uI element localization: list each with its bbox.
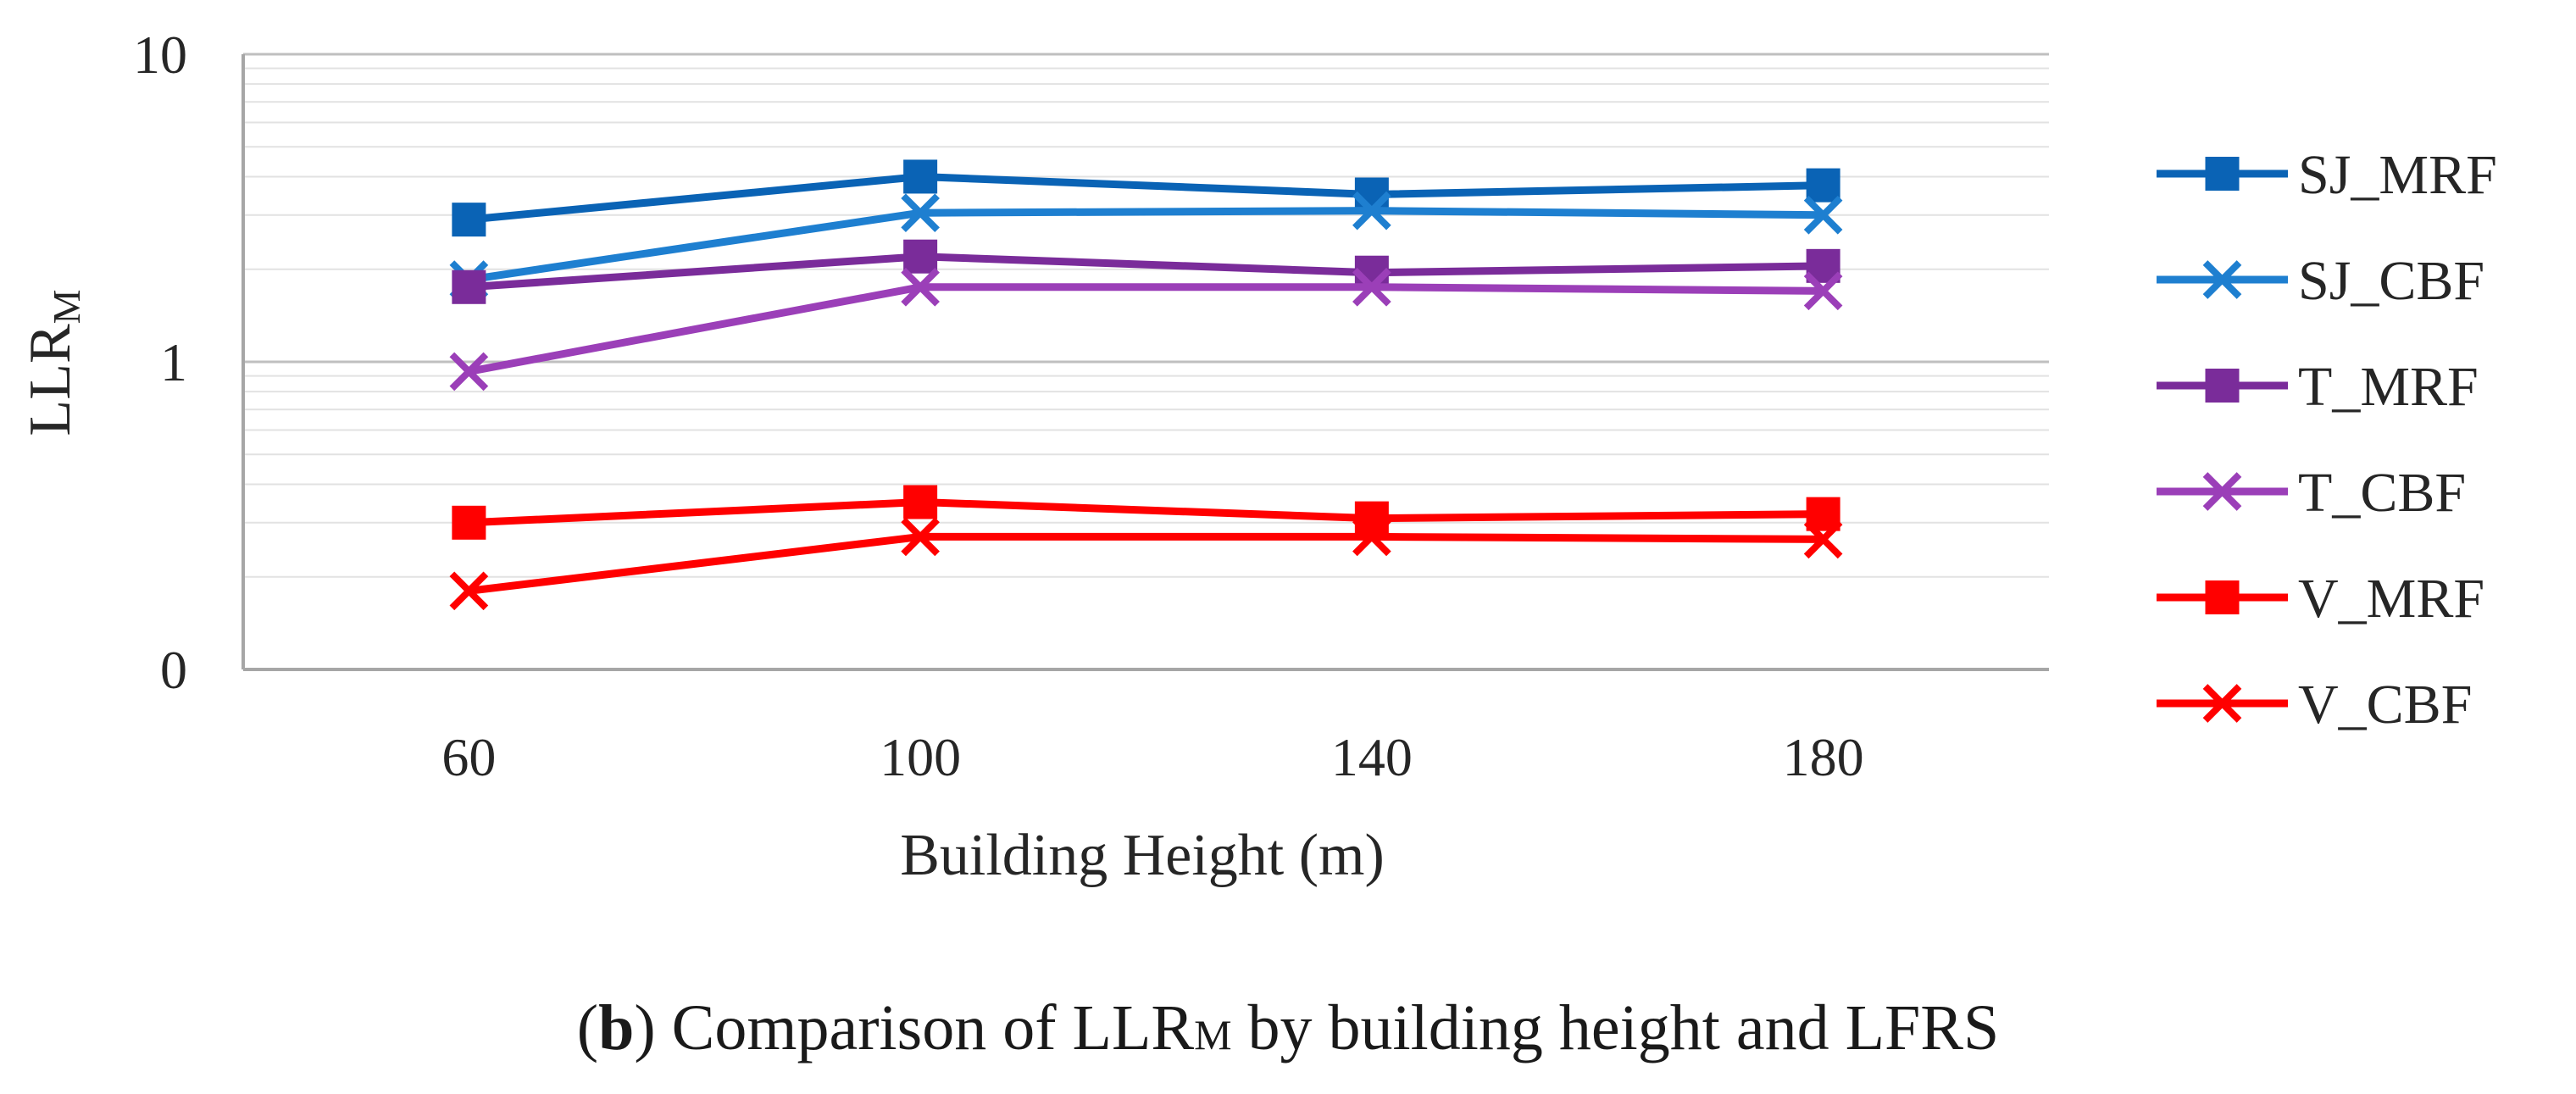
y-tick-label: 1 — [160, 332, 187, 392]
y-axis-title: LLRM — [18, 289, 88, 436]
data-point-v-cbf-stroke — [901, 517, 940, 557]
data-point-v-cbf-stroke — [1803, 519, 1843, 559]
data-point-sj-mrf — [1354, 177, 1389, 212]
data-point-v-cbf — [449, 571, 489, 611]
data-point-v-cbf — [901, 517, 940, 557]
legend-marker-v-cbf-stroke — [2202, 684, 2242, 723]
data-point-v-mrf — [903, 485, 938, 519]
data-point-t-mrf — [903, 239, 938, 274]
x-tick-labels: 60 100 140 180 — [441, 727, 1863, 787]
x-tick-label: 60 — [441, 727, 496, 787]
data-point-v-cbf-stroke — [1352, 517, 1391, 557]
data-point-sj-mrf — [1806, 168, 1840, 203]
data-point-v-mrf — [452, 505, 486, 540]
gridlines — [243, 53, 2049, 578]
caption-open-paren: ( — [577, 992, 598, 1063]
caption-text-after: by building height and LFRS — [1232, 992, 2000, 1063]
x-tick-label: 140 — [1331, 727, 1413, 787]
data-point-sj-cbf-stroke — [1352, 191, 1391, 230]
legend-item-sj-cbf: SJ_CBF — [2157, 250, 2484, 312]
series-layer — [449, 159, 1843, 611]
data-point-t-cbf — [1352, 267, 1391, 307]
legend-label: T_CBF — [2298, 462, 2466, 524]
series-t-cbf — [449, 267, 1843, 392]
caption-text-before: ) Comparison of LLR — [634, 992, 1194, 1063]
series-line-v-mrf — [469, 498, 1824, 527]
legend-label: V_CBF — [2298, 674, 2472, 736]
series-line-sj-mrf — [468, 172, 1824, 224]
legend-label: V_MRF — [2298, 568, 2484, 630]
data-point-t-cbf-stroke — [1803, 271, 1843, 311]
data-point-sj-cbf-stroke — [1803, 195, 1843, 235]
legend-marker-t-cbf — [2202, 472, 2242, 511]
x-tick-label: 180 — [1783, 727, 1864, 787]
y-axis-title-sub: M — [45, 289, 88, 324]
series-sj-mrf — [452, 159, 1840, 237]
data-point-sj-mrf — [452, 203, 486, 237]
data-point-sj-cbf — [901, 193, 940, 233]
legend-marker-t-mrf — [2205, 369, 2240, 403]
series-line-t-cbf — [468, 283, 1824, 375]
legend-item-v-cbf: V_CBF — [2157, 674, 2472, 736]
data-point-t-mrf — [452, 269, 486, 304]
legend-marker-v-mrf — [2205, 580, 2240, 614]
data-point-sj-cbf — [1803, 195, 1843, 235]
x-tick-label: 100 — [880, 727, 961, 787]
x-axis-title: Building Height (m) — [900, 823, 1385, 888]
y-tick-label: 0 — [160, 640, 187, 700]
axes — [242, 54, 2049, 671]
series-line-sj-cbf — [468, 207, 1824, 284]
data-point-v-mrf — [1354, 501, 1389, 536]
legend-item-v-mrf: V_MRF — [2157, 568, 2484, 630]
legend-item-t-mrf: T_MRF — [2157, 356, 2479, 418]
series-v-cbf — [449, 517, 1843, 611]
data-point-v-cbf — [1352, 517, 1391, 557]
legend-label: SJ_MRF — [2298, 144, 2497, 206]
legend-marker-v-cbf — [2202, 684, 2242, 723]
data-point-t-cbf-stroke — [1352, 267, 1391, 307]
data-point-t-cbf-stroke — [449, 352, 489, 392]
series-sj-cbf — [449, 191, 1843, 299]
legend-item-sj-mrf: SJ_MRF — [2157, 144, 2497, 206]
caption-bold-letter: b — [598, 992, 634, 1063]
data-point-t-cbf — [901, 267, 940, 307]
legend-marker-sj-mrf — [2205, 157, 2240, 191]
legend-marker-sj-cbf — [2202, 260, 2242, 299]
legend-marker-t-cbf-stroke — [2202, 472, 2242, 511]
series-line-t-mrf — [469, 253, 1824, 292]
series-line-v-cbf — [468, 532, 1824, 595]
data-point-t-cbf-stroke — [901, 267, 940, 307]
data-point-sj-cbf-stroke — [901, 193, 940, 233]
legend: SJ_MRF SJ_CBF T_MRF T_CBF V_MRF V_CBF — [2157, 144, 2497, 736]
data-point-t-cbf — [449, 352, 489, 392]
data-point-v-cbf — [1803, 519, 1843, 559]
legend-marker-sj-cbf-stroke — [2202, 260, 2242, 299]
data-point-v-cbf-stroke — [449, 571, 489, 611]
figure-caption: (b) Comparison of LLRM by building heigh… — [577, 992, 1999, 1063]
legend-label: T_MRF — [2298, 356, 2479, 418]
data-point-sj-cbf — [1352, 191, 1391, 230]
legend-item-t-cbf: T_CBF — [2157, 462, 2466, 524]
data-point-sj-mrf — [903, 159, 938, 194]
series-v-mrf — [452, 485, 1840, 540]
y-axis-title-main: LLR — [18, 324, 83, 436]
data-point-t-cbf — [1803, 271, 1843, 311]
caption-sub: M — [1194, 1011, 1231, 1058]
y-tick-label: 10 — [133, 25, 187, 85]
legend-label: SJ_CBF — [2298, 250, 2484, 312]
